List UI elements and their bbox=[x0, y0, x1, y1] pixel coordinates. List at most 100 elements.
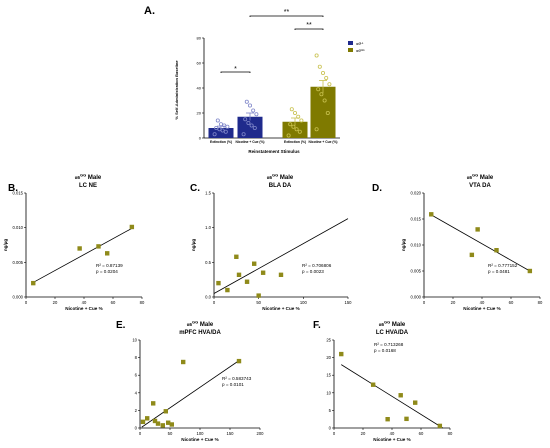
a-point bbox=[244, 99, 249, 104]
panel-subtitle: LC NE bbox=[79, 183, 97, 189]
data-point bbox=[155, 421, 161, 426]
a-point bbox=[254, 112, 259, 117]
significance-brackets: * ** ** bbox=[220, 9, 324, 73]
data-point bbox=[398, 393, 403, 398]
y-tick-label: 1.0 bbox=[205, 225, 211, 230]
data-point bbox=[77, 246, 82, 251]
a-y-tick-label: 80 bbox=[197, 36, 202, 41]
a-point bbox=[317, 64, 322, 69]
a-point bbox=[288, 122, 293, 127]
p-value-label: p = 0.0168 bbox=[374, 348, 396, 353]
x-tick-label: 80 bbox=[538, 300, 543, 305]
x-tick-label: 150 bbox=[227, 431, 235, 436]
y-tick-label: 6 bbox=[135, 373, 138, 378]
a-point bbox=[327, 82, 332, 87]
y-tick-label: 0.010 bbox=[13, 225, 24, 230]
regression-line bbox=[431, 214, 531, 272]
y-tick-label: 0 bbox=[329, 426, 332, 431]
panel-letter: C. bbox=[190, 183, 200, 194]
data-point bbox=[151, 401, 156, 406]
legend-swatch-gg bbox=[348, 48, 353, 52]
r-squared-label: R² = 0.583743 bbox=[222, 376, 252, 381]
y-axis-label: ng/µg bbox=[191, 239, 196, 252]
data-point bbox=[437, 423, 443, 429]
panel-title: α6GG Male bbox=[187, 320, 214, 329]
data-point bbox=[145, 416, 150, 421]
panel-a-xlabel: Reinstatement Stimulus bbox=[248, 149, 300, 154]
panel-a-letter: A. bbox=[144, 5, 155, 17]
x-tick-label: 40 bbox=[390, 431, 395, 436]
data-point bbox=[152, 418, 158, 424]
regression-line bbox=[33, 228, 133, 283]
x-tick-label: 100 bbox=[300, 300, 308, 305]
r-squared-label: R² = 0.777152 bbox=[488, 263, 518, 268]
a-point bbox=[247, 103, 252, 108]
a-point bbox=[296, 114, 301, 119]
a-point bbox=[297, 129, 302, 134]
regression-line bbox=[141, 359, 242, 428]
y-tick-label: 4 bbox=[135, 390, 138, 395]
y-tick-label: 0 bbox=[135, 426, 138, 431]
sig-label-ll: * bbox=[234, 66, 237, 73]
sig-label-gg: ** bbox=[306, 22, 312, 29]
data-point bbox=[404, 416, 409, 422]
a-point bbox=[223, 129, 228, 134]
panel-title: α6GG Male bbox=[467, 173, 494, 182]
data-point bbox=[169, 422, 174, 427]
regression-line bbox=[341, 364, 443, 429]
y-tick-label: 0.015 bbox=[13, 191, 24, 196]
legend-label-gg: α6ᴳᴳ bbox=[356, 48, 365, 53]
panel-letter: B. bbox=[8, 183, 18, 194]
x-tick-label: 0 bbox=[333, 431, 336, 436]
data-point bbox=[31, 280, 36, 286]
y-tick-label: 8 bbox=[135, 355, 138, 360]
a-category-label: Extinction (%) bbox=[210, 140, 232, 144]
data-point bbox=[385, 417, 390, 422]
y-tick-label: 0.000 bbox=[411, 295, 422, 300]
a-point bbox=[322, 98, 327, 103]
x-tick-label: 20 bbox=[361, 431, 366, 436]
a-point bbox=[243, 117, 248, 122]
a-point bbox=[249, 123, 254, 128]
x-axis-label: Nicotine + Cue % bbox=[65, 306, 102, 311]
p-value-label: p = 0.0023 bbox=[302, 269, 324, 274]
a-point bbox=[294, 127, 299, 132]
data-point bbox=[469, 252, 475, 258]
x-tick-label: 60 bbox=[111, 300, 116, 305]
data-point bbox=[96, 244, 101, 249]
data-point bbox=[256, 293, 261, 298]
data-point bbox=[252, 261, 257, 266]
x-tick-label: 80 bbox=[448, 431, 453, 436]
a-point bbox=[325, 111, 330, 116]
panel-subtitle: BLA DA bbox=[269, 183, 292, 189]
x-tick-label: 50 bbox=[256, 300, 261, 305]
data-point bbox=[236, 358, 242, 364]
a-point bbox=[289, 107, 294, 112]
a-point bbox=[218, 122, 223, 127]
x-tick-label: 50 bbox=[168, 431, 173, 436]
x-tick-label: 0 bbox=[213, 300, 216, 305]
a-y-tick-label: 60 bbox=[197, 61, 202, 66]
data-point bbox=[236, 272, 242, 278]
data-point bbox=[244, 279, 250, 284]
bracket-ll bbox=[220, 71, 251, 73]
a-point bbox=[314, 127, 319, 132]
y-tick-label: 10 bbox=[132, 338, 137, 343]
data-point bbox=[260, 270, 266, 275]
data-point bbox=[163, 409, 168, 414]
r-squared-label: R² = 0.706806 bbox=[302, 263, 332, 268]
y-tick-label: 10 bbox=[326, 390, 331, 395]
a-point bbox=[314, 53, 319, 58]
a-y-tick-label: 0 bbox=[199, 136, 202, 141]
x-tick-label: 0 bbox=[423, 300, 426, 305]
y-tick-label: 0.5 bbox=[205, 260, 211, 265]
a-point bbox=[246, 121, 251, 126]
legend-swatch-ll bbox=[348, 41, 353, 45]
data-point bbox=[278, 272, 284, 278]
a-point bbox=[286, 133, 291, 138]
